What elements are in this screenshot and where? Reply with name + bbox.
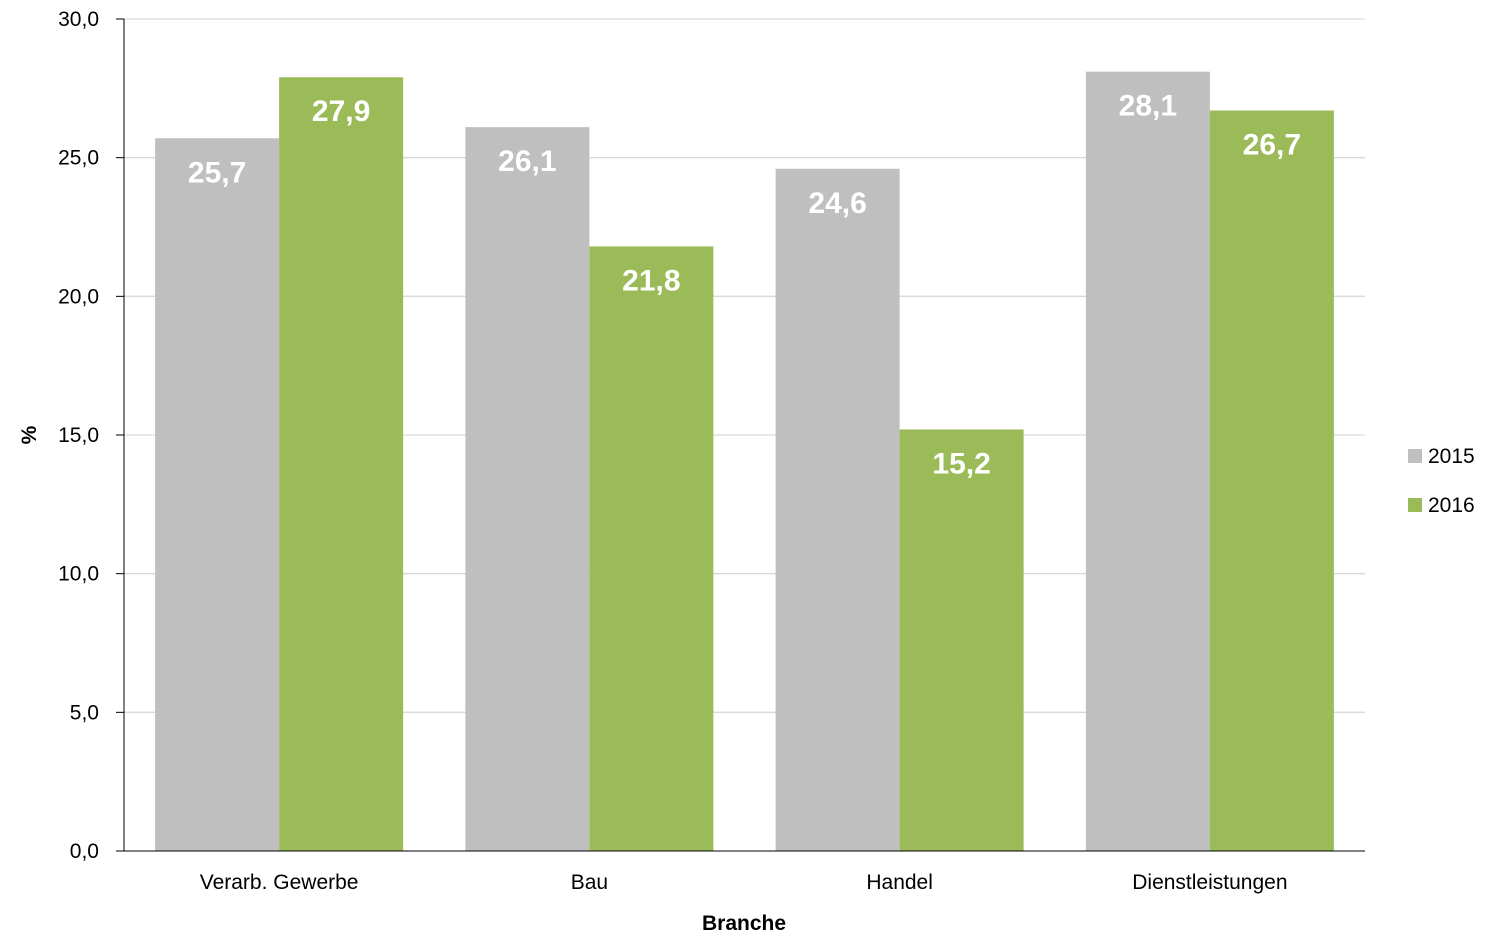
y-tick-label: 25,0 [58,147,99,170]
data-label: 21,8 [622,264,680,297]
legend: 2015 2016 [1408,445,1475,517]
legend-swatch-2016 [1408,498,1422,512]
data-label: 26,1 [498,145,556,178]
data-label: 25,7 [188,156,246,189]
y-tick-label: 0,0 [70,840,99,863]
x-tick-label: Dienstleistungen [1132,871,1287,894]
data-label: 15,2 [932,447,990,480]
y-ticks: 0,0 5,0 10,0 15,0 20,0 25,0 30,0 [58,8,124,863]
legend-item-2015: 2015 [1408,445,1475,468]
x-tick-labels: Verarb. Gewerbe Bau Handel Dienstleistungen [200,871,1288,894]
x-tick-label: Verarb. Gewerbe [200,871,359,894]
x-tick-label: Handel [866,871,933,894]
y-tick-label: 10,0 [58,563,99,586]
y-tick-label: 30,0 [58,8,99,31]
bar-2015 [155,138,280,852]
bar-2016 [279,77,404,852]
legend-swatch-2015 [1408,449,1422,463]
data-label: 27,9 [312,95,370,128]
y-tick-label: 15,0 [58,424,99,447]
bar-2015 [775,168,900,851]
y-tick-label: 5,0 [70,701,99,724]
data-label: 28,1 [1119,90,1177,123]
y-axis-title: % [18,425,41,444]
legend-label-2015: 2015 [1428,445,1475,468]
bars [155,71,1334,852]
bar-2015 [1085,71,1210,851]
data-labels: 25,7 27,9 26,1 21,8 24,6 15,2 28,1 26,7 [188,90,1301,481]
data-label: 26,7 [1243,129,1301,162]
data-label: 24,6 [808,187,866,220]
bar-2015 [465,127,590,851]
x-axis-title: Branche [702,912,786,933]
legend-label-2016: 2016 [1428,494,1475,517]
bar-2016 [899,429,1024,851]
bar-2016 [1209,110,1334,851]
x-tick-label: Bau [571,871,608,894]
y-tick-label: 20,0 [58,285,99,308]
bar-2016 [589,246,714,851]
legend-item-2016: 2016 [1408,494,1475,517]
